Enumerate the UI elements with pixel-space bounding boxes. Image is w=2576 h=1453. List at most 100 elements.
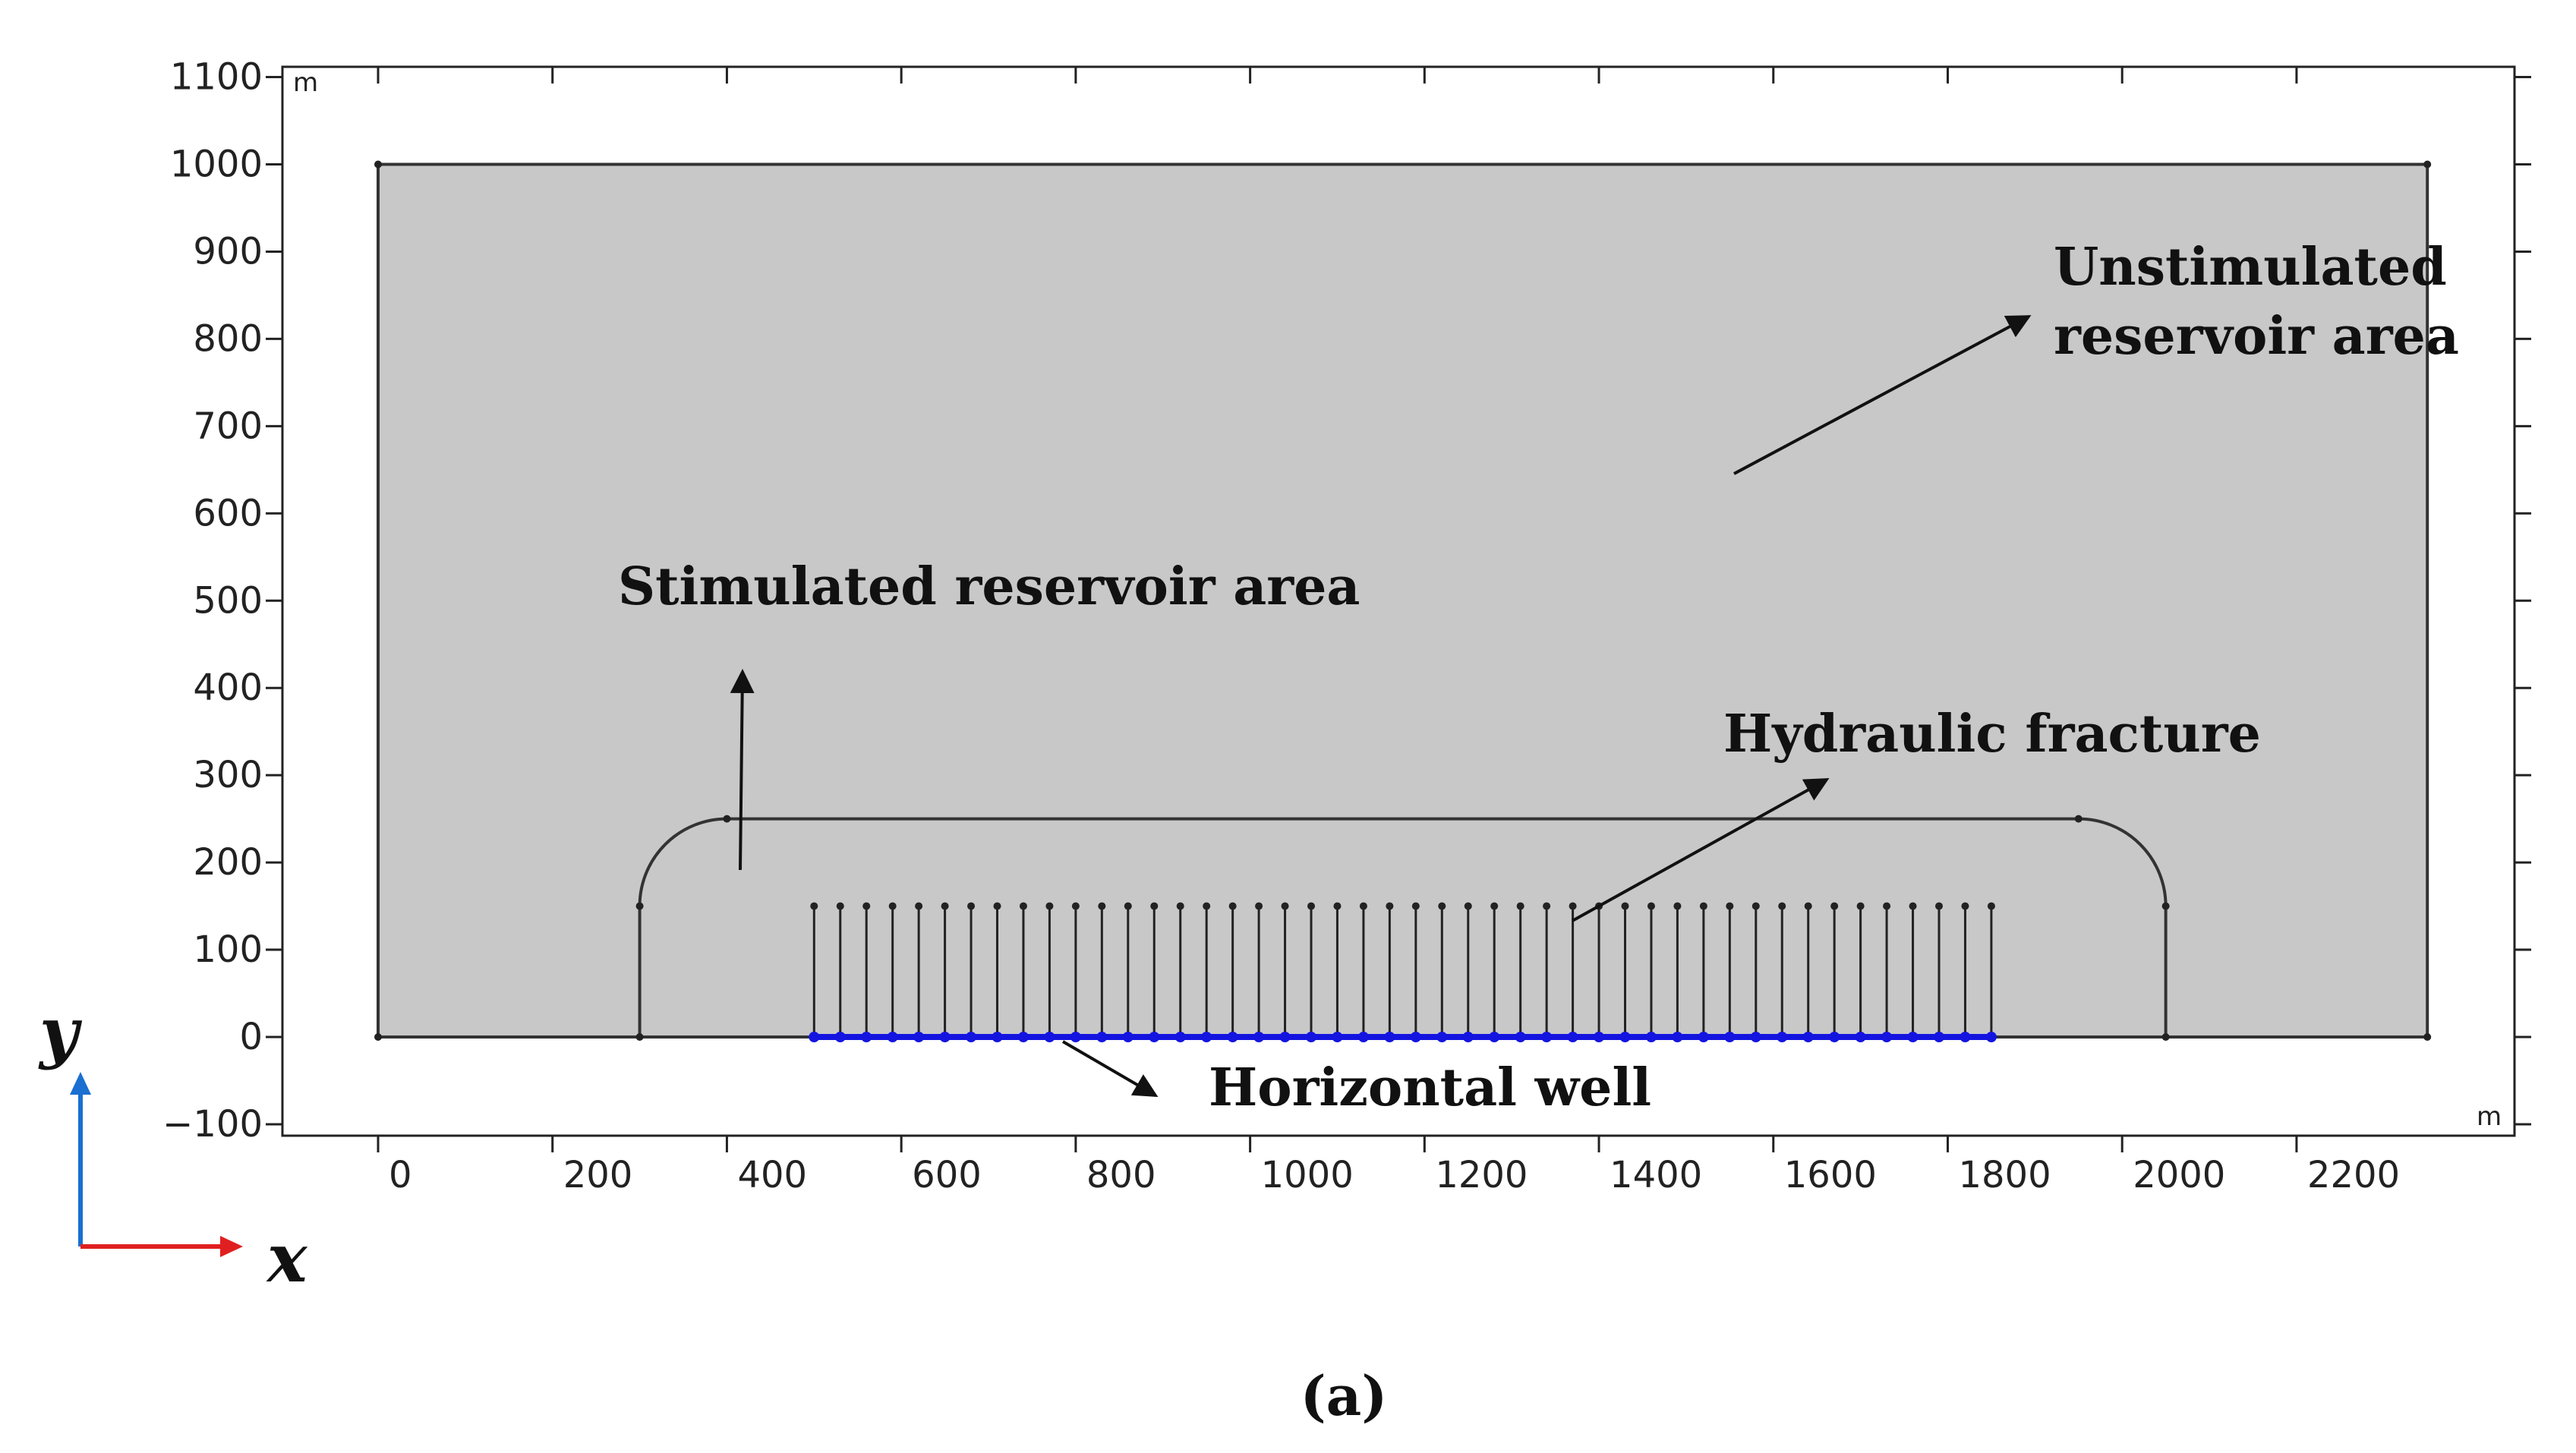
fracture-tip — [1621, 902, 1629, 910]
fracture-tip — [1751, 902, 1760, 910]
well-perforation — [1672, 1032, 1683, 1042]
fracture-tip — [1255, 902, 1263, 910]
fracture-tip — [1176, 902, 1184, 910]
x-arrowhead-icon — [220, 1236, 243, 1257]
fracture-tip — [1359, 902, 1367, 910]
hydraulic-fracture-arrow — [1572, 778, 1830, 922]
fracture-tip — [1281, 902, 1289, 910]
fracture-tip — [1726, 902, 1734, 910]
well-perforation — [1253, 1032, 1265, 1042]
x-tick-label: 1000 — [1261, 1154, 1354, 1196]
y-tick-label: 700 — [193, 405, 263, 447]
vertex-point — [635, 902, 644, 910]
well-perforation — [1645, 1032, 1657, 1042]
y-tick-label: 900 — [193, 230, 263, 273]
vertex-point — [2161, 902, 2170, 910]
x-tick-label: 1600 — [1784, 1154, 1877, 1196]
x-tick-label: 2200 — [2307, 1154, 2400, 1196]
fracture-tip — [1699, 902, 1707, 910]
fracture-tip — [1673, 902, 1682, 910]
fracture-tip — [810, 902, 818, 910]
vertex-point — [635, 1033, 644, 1041]
fracture-tip — [1150, 902, 1159, 910]
well-perforation — [1907, 1032, 1919, 1042]
well-perforation — [1044, 1032, 1055, 1042]
vertex-point — [2161, 1033, 2170, 1041]
well-perforation — [1567, 1032, 1578, 1042]
y-tick-label: 500 — [193, 579, 263, 622]
unstimulated-arrow — [1733, 315, 2032, 475]
well-perforation — [913, 1032, 925, 1042]
well-perforation — [1541, 1032, 1553, 1042]
well-perforation — [1462, 1032, 1474, 1042]
x-tick-label: 0 — [389, 1154, 412, 1196]
x-tick-label: 400 — [737, 1154, 807, 1196]
vertex-point — [2423, 1033, 2432, 1041]
fracture-tip — [1333, 902, 1342, 910]
fracture-tip — [1883, 902, 1891, 910]
well-perforation — [1149, 1032, 1160, 1042]
vertex-point — [374, 1033, 382, 1041]
well-perforation — [1201, 1032, 1212, 1042]
well-perforation — [966, 1032, 977, 1042]
fracture-tip — [1961, 902, 1969, 910]
fracture-tip — [941, 902, 949, 910]
fracture-tip — [1778, 902, 1786, 910]
well-perforation — [992, 1032, 1003, 1042]
fracture-tip — [1071, 902, 1080, 910]
fracture-tip — [967, 902, 976, 910]
vertex-point — [2423, 160, 2432, 169]
unit-label-top: m — [293, 68, 318, 98]
well-perforation — [861, 1032, 872, 1042]
well-perforation — [1802, 1032, 1814, 1042]
figure-caption: (a) — [1301, 1363, 1388, 1428]
well-perforation — [1436, 1032, 1448, 1042]
geometry-vertices — [374, 160, 2432, 1041]
x-tick-label: 1400 — [1610, 1154, 1702, 1196]
horizontal-well — [809, 1032, 1997, 1042]
y-tick-label: 0 — [239, 1016, 263, 1058]
fracture-tip — [888, 902, 897, 910]
well-perforation — [1933, 1032, 1944, 1042]
axis-ticks — [266, 67, 2531, 1152]
x-axis-letter: x — [266, 1218, 308, 1297]
y-tick-label: 200 — [193, 841, 263, 884]
fracture-tip — [993, 902, 1001, 910]
well-perforation — [1279, 1032, 1291, 1042]
unstimulated-reservoir-area — [377, 162, 2429, 1039]
well-perforation — [1619, 1032, 1631, 1042]
hydraulic-fractures — [810, 902, 1995, 1037]
well-perforation — [1724, 1032, 1736, 1042]
hydraulic-fracture-label: Hydraulic fracture — [1723, 704, 2261, 764]
well-perforation — [1777, 1032, 1788, 1042]
fracture-tip — [1856, 902, 1865, 910]
fracture-tip — [1516, 902, 1524, 910]
well-perforation — [1881, 1032, 1893, 1042]
y-tick-label: 100 — [193, 928, 263, 971]
fracture-tip — [1934, 902, 1943, 910]
fracture-tip — [1019, 902, 1027, 910]
fracture-tip — [1203, 902, 1211, 910]
fracture-tip — [1228, 902, 1237, 910]
stimulated-label: Stimulated reservoir area — [618, 556, 1360, 617]
well-perforation — [1750, 1032, 1761, 1042]
well-perforation — [1410, 1032, 1421, 1042]
well-perforation — [1070, 1032, 1081, 1042]
well-perforation — [887, 1032, 898, 1042]
fracture-tip — [862, 902, 871, 910]
fracture-tip — [1647, 902, 1655, 910]
well-perforation — [1960, 1032, 1971, 1042]
unstimulated-label-line1: Unstimulated — [2054, 237, 2447, 298]
well-perforation — [1017, 1032, 1029, 1042]
fracture-tip — [915, 902, 923, 910]
well-perforation — [1174, 1032, 1186, 1042]
fracture-tip — [1411, 902, 1420, 910]
fracture-tip — [1098, 902, 1106, 910]
vertex-point — [374, 160, 382, 169]
fracture-tip — [1569, 902, 1577, 910]
well-perforation — [1855, 1032, 1866, 1042]
well-perforation — [1096, 1032, 1108, 1042]
stimulated-reservoir-boundary — [638, 817, 2168, 1037]
